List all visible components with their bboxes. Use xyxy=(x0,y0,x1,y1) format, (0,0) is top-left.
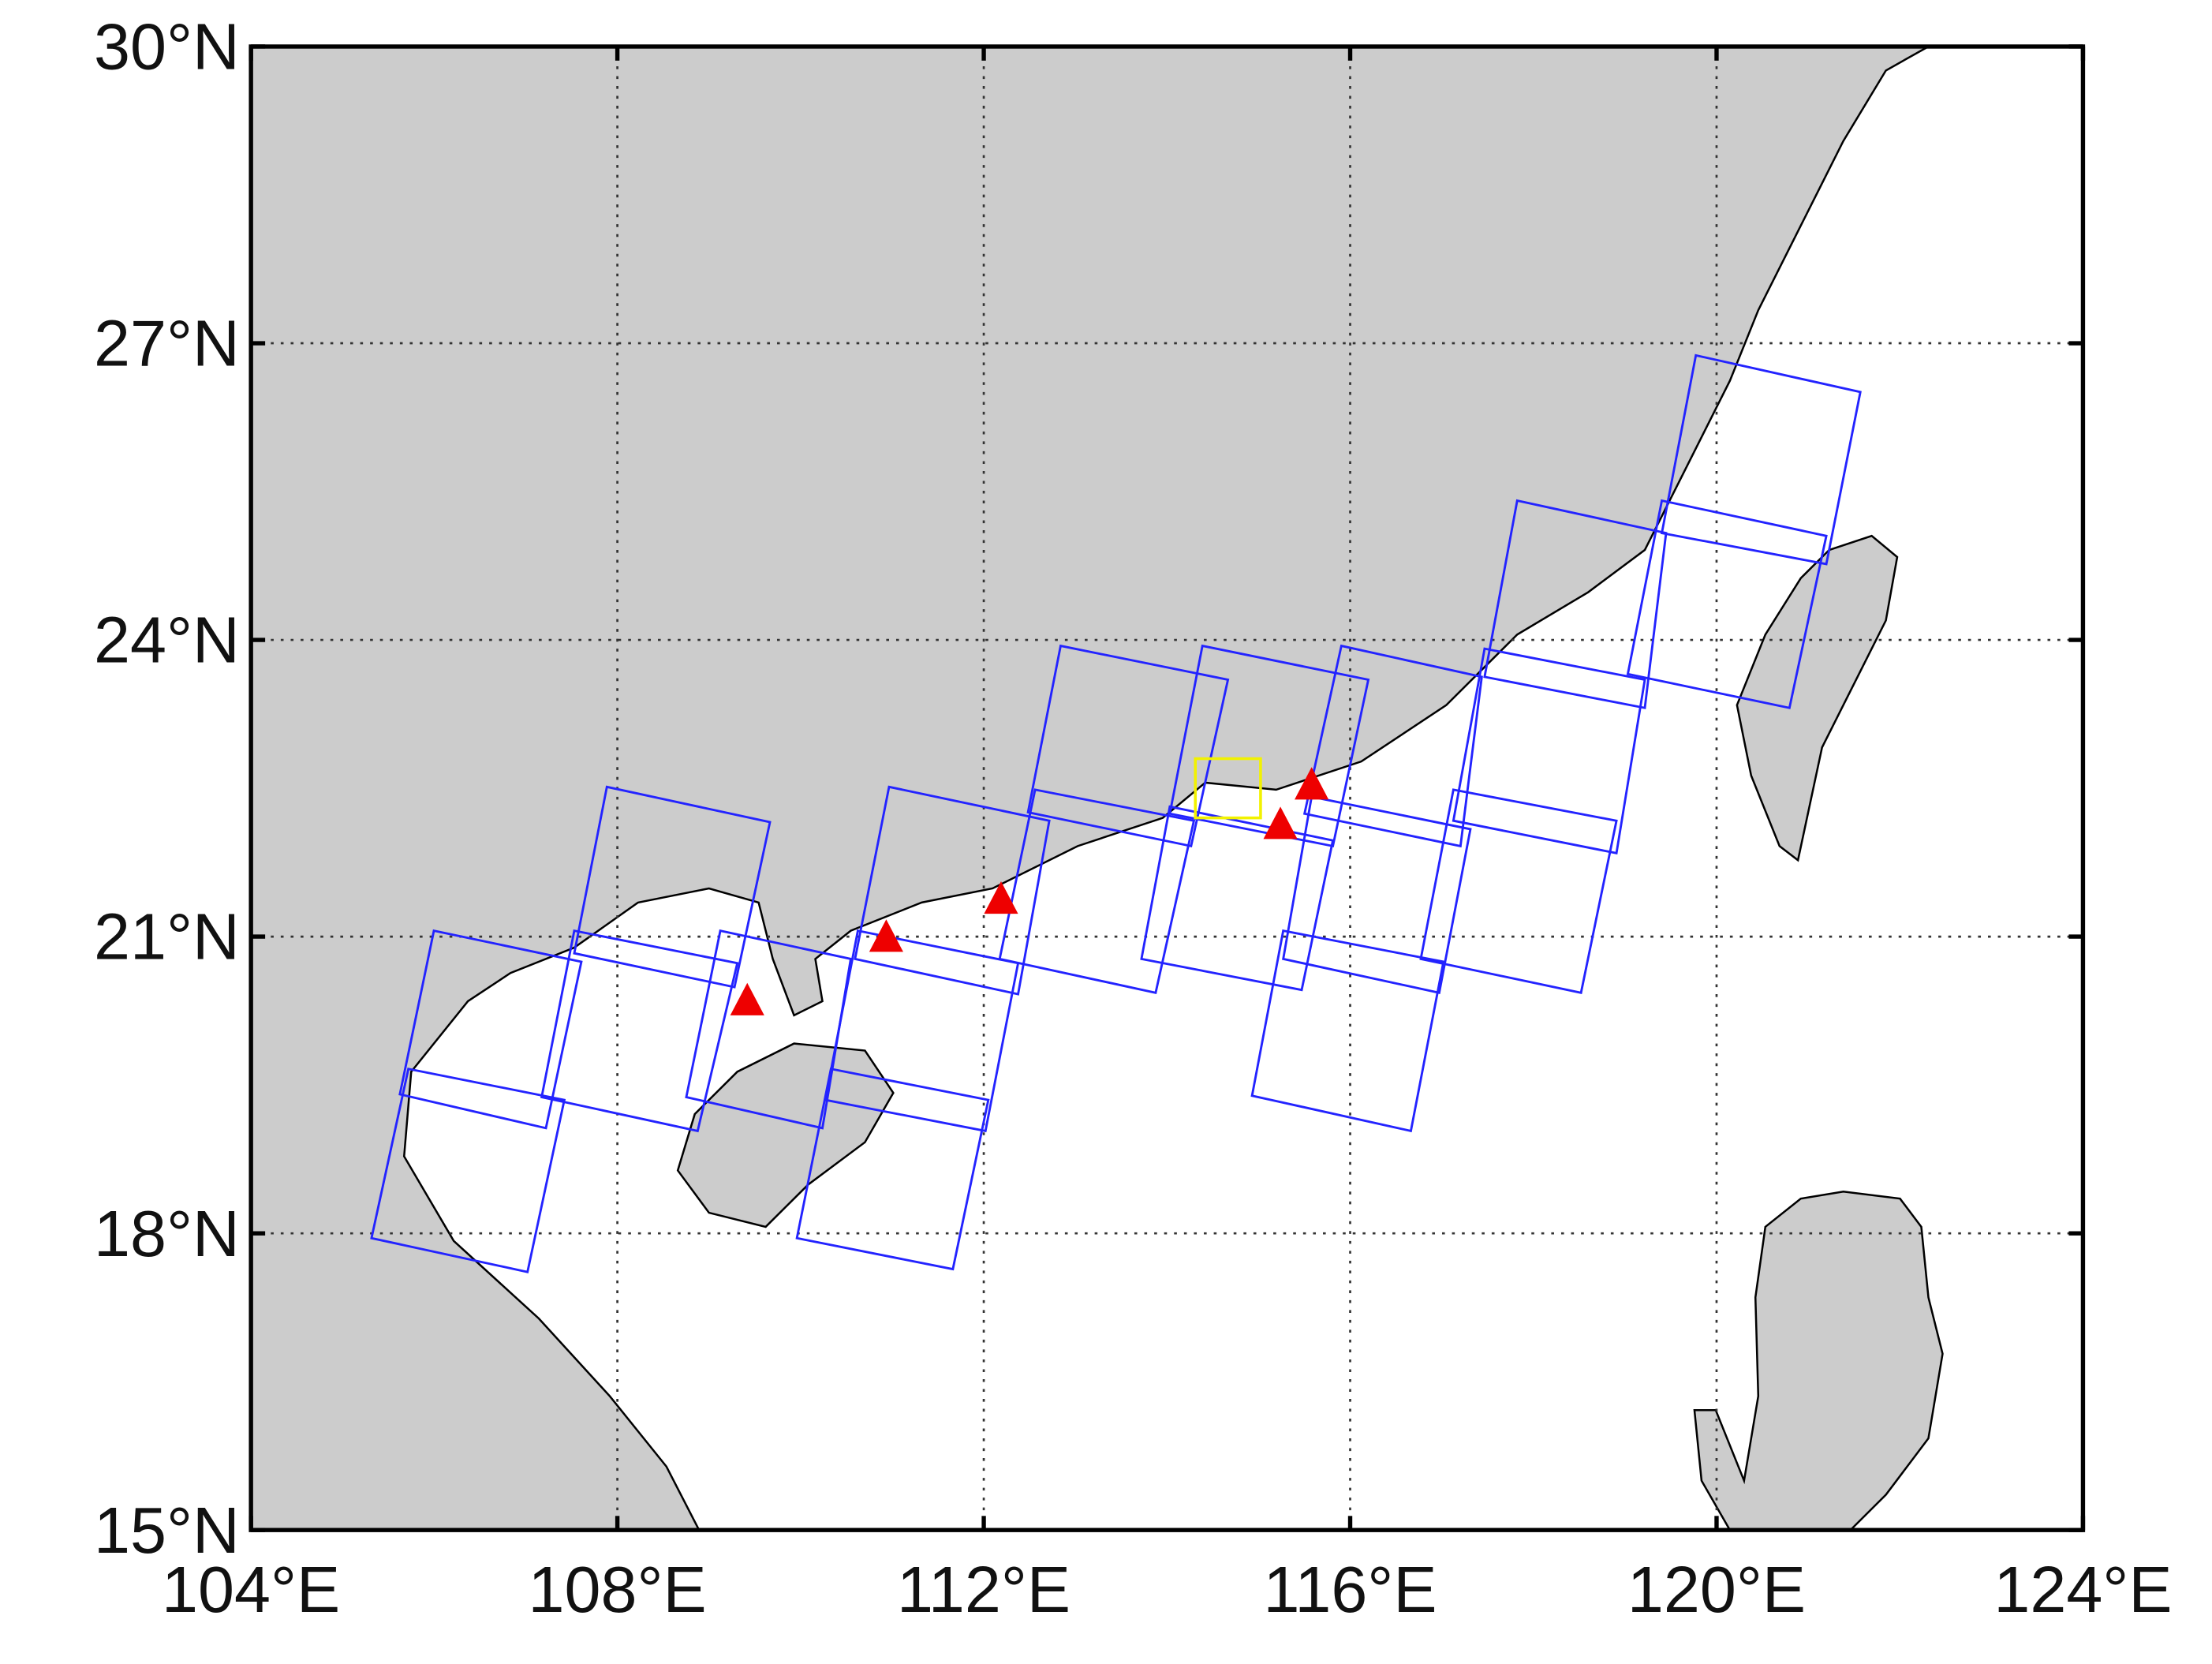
y-tick-label: 15°N xyxy=(94,1494,240,1567)
taiwan xyxy=(1736,534,1899,862)
x-tick-label: 112°E xyxy=(897,1554,1071,1626)
x-tick-label: 116°E xyxy=(1264,1554,1437,1626)
frames xyxy=(370,353,1862,1273)
hainan xyxy=(676,1042,895,1228)
y-tick-label: 24°N xyxy=(94,604,240,677)
study-area xyxy=(1194,757,1262,820)
frame xyxy=(1483,499,1668,709)
frame xyxy=(1626,499,1828,709)
frame xyxy=(398,929,583,1130)
frame xyxy=(1419,788,1618,994)
frame xyxy=(1302,644,1483,848)
frame xyxy=(1282,795,1472,994)
station xyxy=(730,982,764,1015)
station xyxy=(1263,806,1298,839)
frame xyxy=(1026,644,1230,848)
frame xyxy=(540,929,739,1133)
frame xyxy=(824,929,1020,1133)
x-tick-label: 108°E xyxy=(529,1554,707,1626)
x-tick-label: 104°E xyxy=(162,1554,340,1626)
y-tick-label: 27°N xyxy=(94,308,240,380)
frame xyxy=(795,1068,990,1271)
y-tick-label: 30°N xyxy=(94,11,240,84)
frame xyxy=(854,785,1051,996)
x-tick-label: 124°E xyxy=(1993,1554,2172,1626)
y-tick-label: 21°N xyxy=(94,901,240,974)
station xyxy=(1295,767,1329,800)
stations xyxy=(730,767,1329,1015)
x-tick-label: 120°E xyxy=(1627,1554,1806,1626)
map-border xyxy=(248,44,2086,1532)
frame xyxy=(370,1068,566,1273)
station xyxy=(984,881,1018,914)
frame xyxy=(685,929,853,1130)
frame xyxy=(1168,644,1370,848)
frame xyxy=(1660,353,1862,566)
station xyxy=(869,919,903,952)
frame xyxy=(573,785,772,989)
frame xyxy=(1452,647,1646,855)
y-tick-label: 18°N xyxy=(94,1198,240,1270)
luzon xyxy=(1693,1190,1944,1531)
frame xyxy=(1250,929,1445,1133)
